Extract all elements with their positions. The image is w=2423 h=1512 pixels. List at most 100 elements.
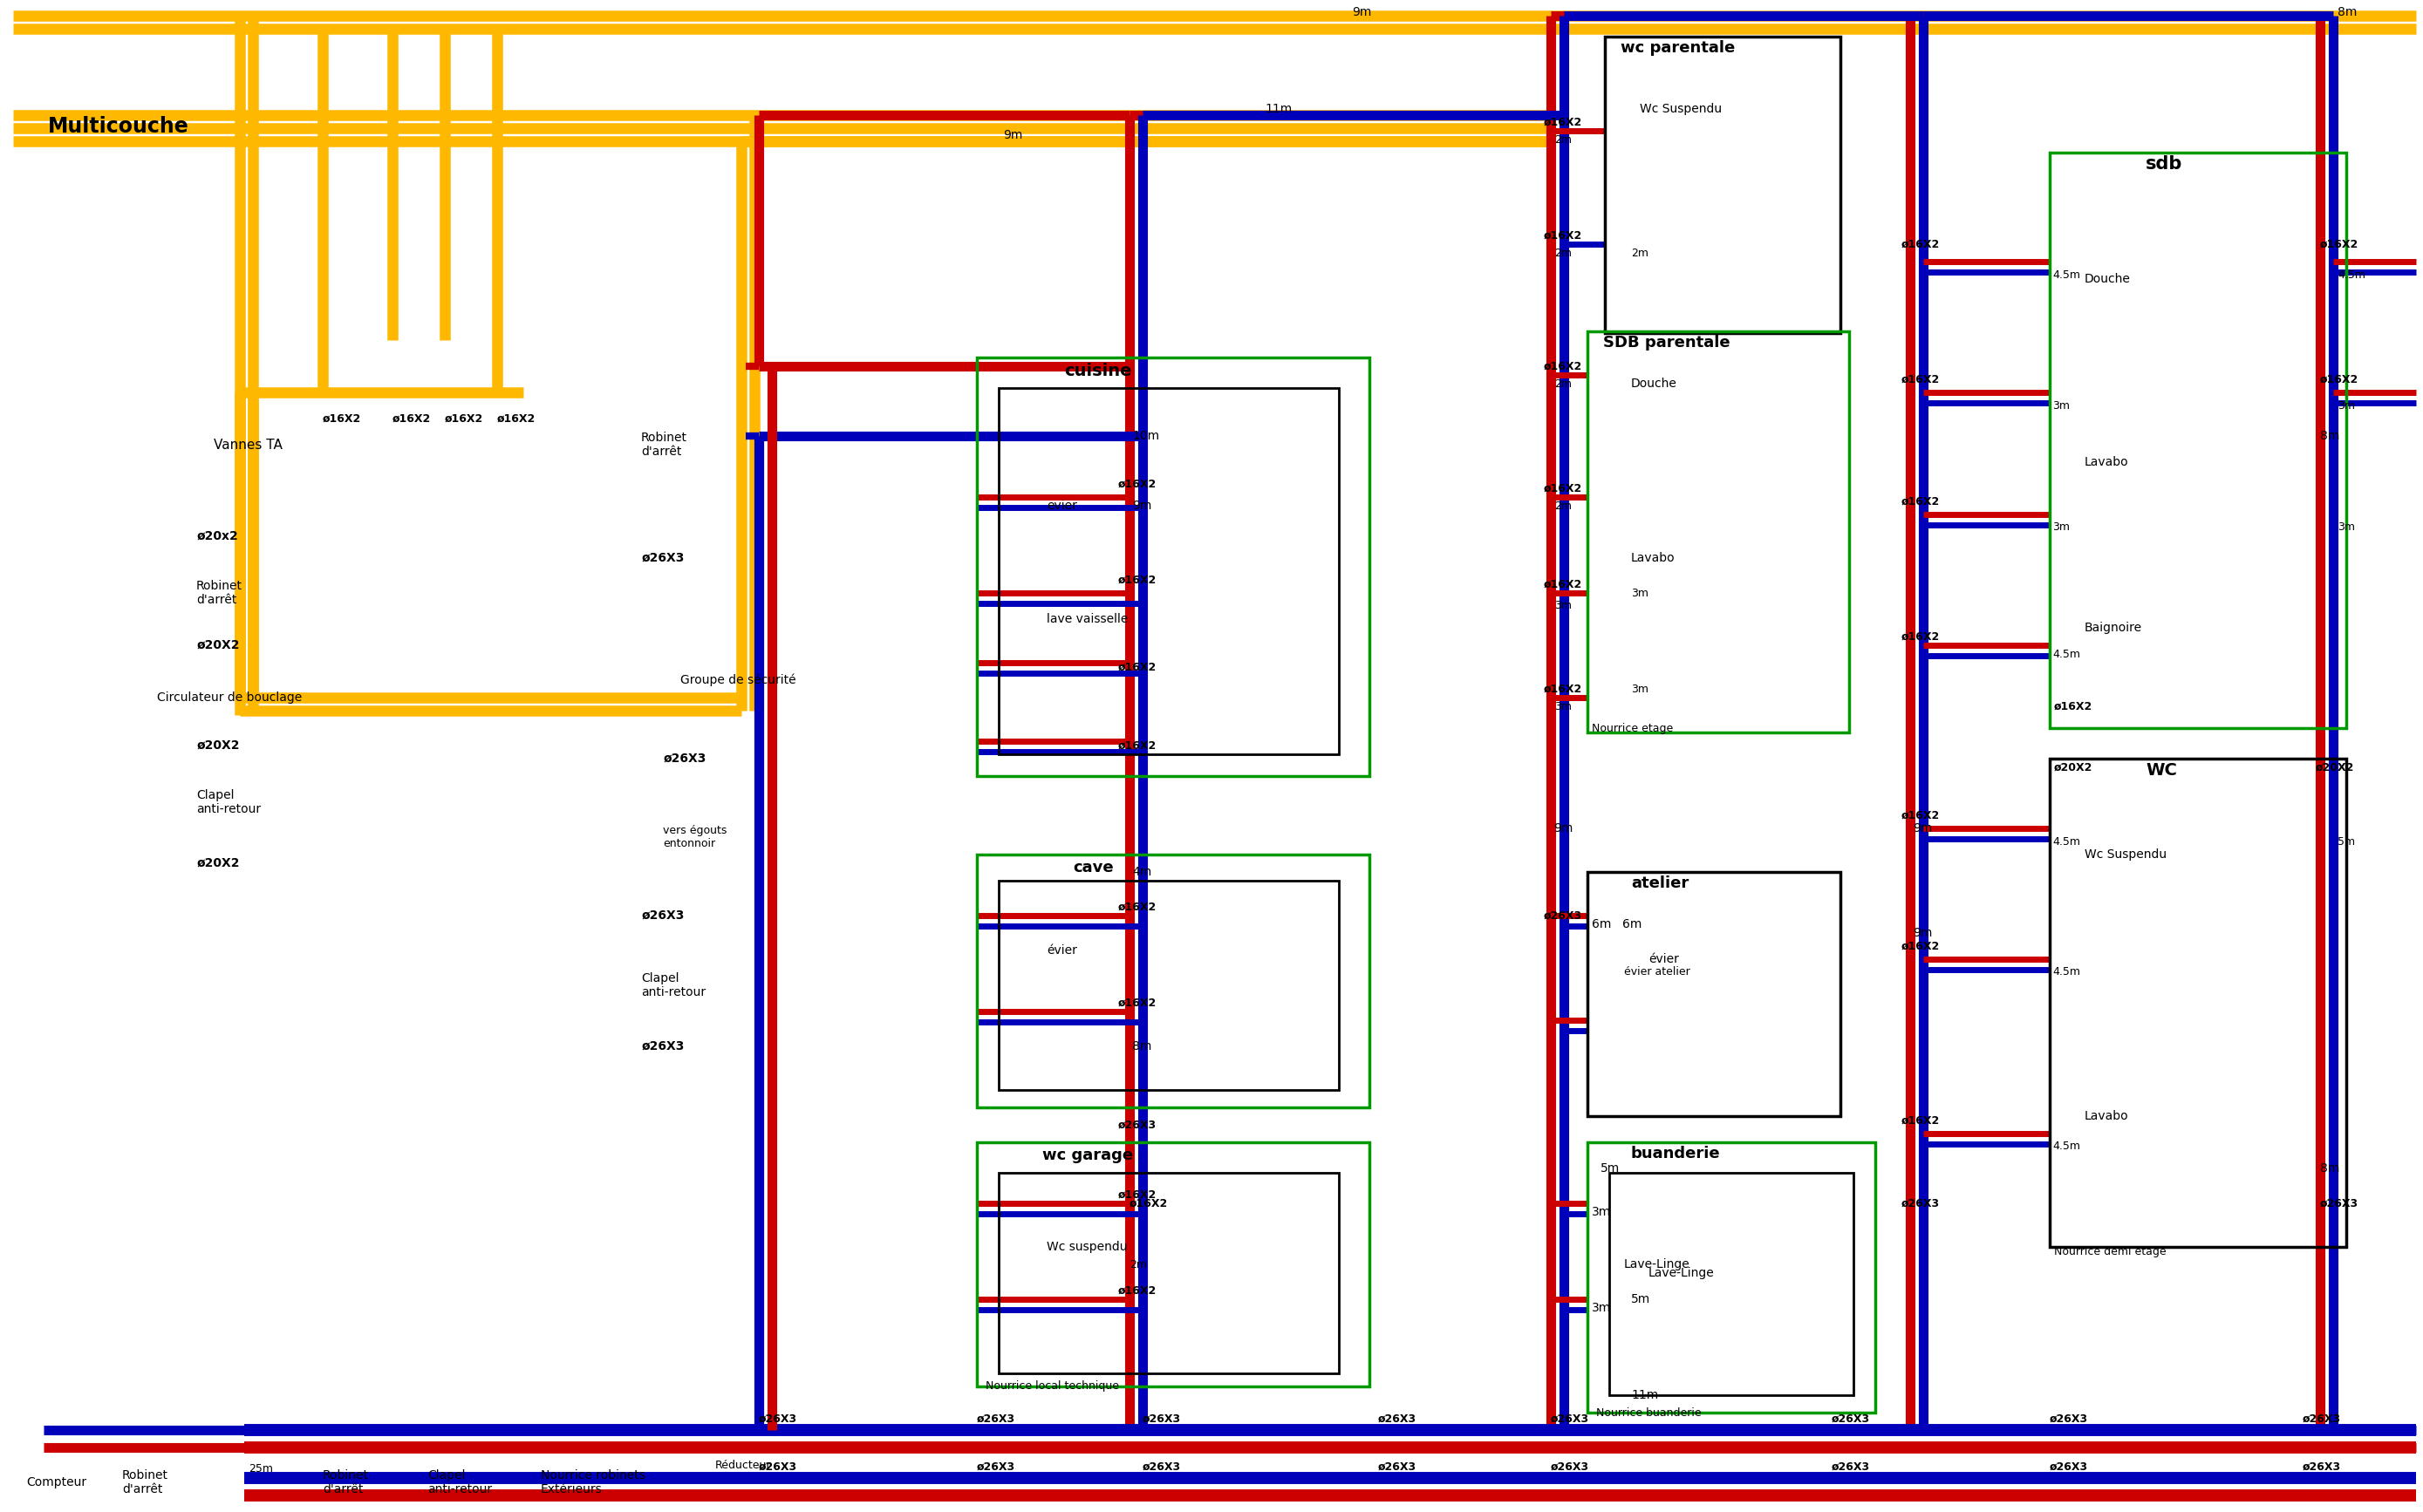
Text: Wc Suspendu: Wc Suspendu — [2084, 848, 2166, 860]
Bar — [998, 389, 1340, 754]
Text: ø16X2: ø16X2 — [2321, 373, 2358, 386]
Text: ø26X3: ø26X3 — [1117, 1119, 1156, 1131]
Text: Robinet
d'arrêt: Robinet d'arrêt — [121, 1470, 167, 1495]
Text: SDB parentale: SDB parentale — [1604, 334, 1730, 351]
Text: 5m: 5m — [1602, 1163, 1621, 1175]
Text: ø26X3: ø26X3 — [1551, 1414, 1589, 1424]
Text: 8m: 8m — [2338, 6, 2358, 18]
Text: 4.5m: 4.5m — [2052, 836, 2081, 847]
Text: ø16X2: ø16X2 — [1117, 901, 1156, 913]
Text: ø26X3: ø26X3 — [2302, 1414, 2341, 1424]
Text: 2m: 2m — [1553, 246, 1573, 259]
Text: ø16X2: ø16X2 — [1902, 239, 1941, 249]
Text: 8m: 8m — [2321, 1163, 2341, 1175]
Bar — [1604, 36, 1841, 333]
Text: 8m: 8m — [1132, 1040, 1151, 1052]
Text: wc parentale: wc parentale — [1621, 41, 1735, 56]
Text: cave: cave — [1073, 860, 1115, 875]
Text: ø16X2: ø16X2 — [1902, 1114, 1941, 1126]
Text: ø26X3: ø26X3 — [1379, 1414, 1417, 1424]
Text: ø26X3: ø26X3 — [758, 1414, 797, 1424]
Text: ø20X2: ø20X2 — [196, 857, 240, 869]
Bar — [998, 1173, 1340, 1373]
Text: Lave-Linge: Lave-Linge — [1623, 1258, 1691, 1270]
Text: Robinet
d'arrêt: Robinet d'arrêt — [642, 431, 688, 458]
Text: 9m: 9m — [1912, 927, 1931, 939]
Text: ø26X3: ø26X3 — [1551, 1461, 1589, 1473]
Text: 2m: 2m — [1553, 378, 1573, 389]
Text: ø16X2: ø16X2 — [1902, 496, 1941, 507]
Text: ø16X2: ø16X2 — [1117, 1188, 1156, 1201]
Text: Clapel
anti-retour: Clapel anti-retour — [642, 972, 705, 998]
Text: ø26X3: ø26X3 — [1902, 1198, 1941, 1210]
Text: 3m: 3m — [1592, 1207, 1611, 1219]
Text: ø20X2: ø20X2 — [196, 739, 240, 751]
Text: Nourrice local technique: Nourrice local technique — [986, 1380, 1119, 1393]
Bar — [976, 357, 1369, 776]
Text: 3m: 3m — [2052, 399, 2069, 411]
Text: ø16X2: ø16X2 — [1543, 683, 1582, 694]
Text: 9m: 9m — [1352, 6, 1371, 18]
Text: sdb: sdb — [2147, 156, 2183, 172]
Text: ø16X2: ø16X2 — [2055, 700, 2093, 712]
Text: ø16X2: ø16X2 — [1543, 360, 1582, 372]
Text: 3m: 3m — [2338, 522, 2355, 534]
Text: évier atelier: évier atelier — [1623, 966, 1691, 978]
Text: Lavabo: Lavabo — [2084, 457, 2130, 469]
Text: 2m: 2m — [1553, 500, 1573, 511]
Text: evier: evier — [1047, 499, 1078, 513]
Text: lave vaisselle: lave vaisselle — [1047, 612, 1129, 624]
Text: 4.5m: 4.5m — [2052, 1142, 2081, 1152]
Text: ø16X2: ø16X2 — [497, 413, 535, 425]
Text: vers égouts
entonnoir: vers égouts entonnoir — [664, 826, 727, 850]
Text: ø20X2: ø20X2 — [2055, 762, 2093, 773]
Text: 3m: 3m — [1631, 683, 1648, 694]
Text: ø26X3: ø26X3 — [2050, 1414, 2089, 1424]
Text: 9m: 9m — [1132, 499, 1151, 513]
Bar — [976, 854, 1369, 1107]
Text: ø26X3: ø26X3 — [1379, 1461, 1417, 1473]
Text: 8m: 8m — [2321, 429, 2341, 442]
Text: Réducteur: Réducteur — [715, 1459, 771, 1471]
Text: Clapel
anti-retour: Clapel anti-retour — [426, 1470, 492, 1495]
Text: 9m: 9m — [1553, 823, 1573, 835]
Text: ø26X3: ø26X3 — [642, 909, 683, 922]
Bar — [1609, 1173, 1854, 1396]
Text: ø16X2: ø16X2 — [1902, 373, 1941, 386]
Text: ø26X3: ø26X3 — [1832, 1461, 1871, 1473]
Text: ø26X3: ø26X3 — [2321, 1198, 2358, 1210]
Text: Douche: Douche — [1631, 378, 1677, 390]
Text: 4.5m: 4.5m — [2052, 269, 2081, 280]
Text: ø16X2: ø16X2 — [1902, 809, 1941, 821]
Text: 3m: 3m — [1592, 1302, 1611, 1314]
Text: 5m: 5m — [1631, 1293, 1650, 1305]
Text: 2m: 2m — [1631, 246, 1648, 259]
Text: Wc Suspendu: Wc Suspendu — [1640, 103, 1723, 115]
Text: évier: évier — [1047, 945, 1078, 957]
Text: 25m: 25m — [250, 1464, 274, 1474]
Text: 3m: 3m — [1553, 700, 1573, 712]
Text: évier: évier — [1648, 953, 1679, 965]
Text: 10m: 10m — [1132, 429, 1158, 442]
Text: ø20X2: ø20X2 — [2316, 762, 2355, 773]
Text: Groupe de sécurité: Groupe de sécurité — [681, 674, 797, 686]
Text: ø26X3: ø26X3 — [2050, 1461, 2089, 1473]
Text: ø16X2: ø16X2 — [1117, 661, 1156, 673]
Text: wc garage: wc garage — [1042, 1148, 1134, 1163]
Text: ø26X3: ø26X3 — [758, 1461, 797, 1473]
Text: 3m: 3m — [1631, 587, 1648, 599]
Text: buanderie: buanderie — [1631, 1146, 1720, 1161]
Text: Lavabo: Lavabo — [1631, 552, 1674, 564]
Text: cuisine: cuisine — [1064, 363, 1132, 380]
Text: ø26X3: ø26X3 — [1144, 1414, 1180, 1424]
Text: Nourrice buanderie: Nourrice buanderie — [1597, 1408, 1701, 1418]
Text: 6m: 6m — [1592, 918, 1611, 930]
Text: 2m: 2m — [1553, 135, 1573, 145]
Text: Lavabo: Lavabo — [2084, 1110, 2130, 1122]
Bar — [2050, 153, 2345, 729]
Text: Compteur: Compteur — [27, 1476, 87, 1488]
Text: Lave-Linge: Lave-Linge — [1648, 1267, 1715, 1279]
Text: WC: WC — [2147, 762, 2176, 779]
Text: ø16X2: ø16X2 — [1117, 1285, 1156, 1296]
Text: Circulateur de bouclage: Circulateur de bouclage — [157, 691, 303, 703]
